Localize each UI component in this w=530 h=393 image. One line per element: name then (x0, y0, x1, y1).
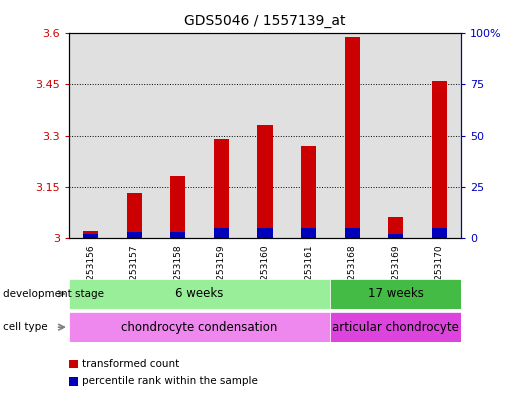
Bar (214, 228, 229, 238)
Text: transformed count: transformed count (82, 358, 179, 369)
Bar (301, 228, 316, 238)
Bar (388, 234, 403, 238)
Bar (69, 279, 330, 309)
Bar (127, 193, 142, 238)
Text: chondrocyte condensation: chondrocyte condensation (121, 321, 278, 334)
Bar (170, 176, 185, 238)
Text: 6 weeks: 6 weeks (175, 287, 224, 300)
Bar (69, 377, 78, 386)
Bar (127, 231, 142, 238)
Text: cell type: cell type (3, 322, 47, 332)
Bar (432, 81, 447, 238)
Bar (344, 37, 360, 238)
Bar (83, 234, 99, 238)
Bar (330, 312, 461, 342)
Bar (388, 217, 403, 238)
Text: percentile rank within the sample: percentile rank within the sample (82, 376, 258, 386)
Text: 17 weeks: 17 weeks (368, 287, 423, 300)
Bar (330, 279, 461, 309)
Bar (258, 125, 272, 238)
Bar (69, 360, 78, 368)
Bar (344, 228, 360, 238)
Bar (301, 146, 316, 238)
Bar (83, 231, 99, 238)
Bar (214, 139, 229, 238)
Text: articular chondrocyte: articular chondrocyte (332, 321, 459, 334)
Bar (432, 228, 447, 238)
Bar (170, 231, 185, 238)
Bar (69, 312, 330, 342)
Bar (258, 228, 272, 238)
Text: development stage: development stage (3, 289, 104, 299)
Text: GDS5046 / 1557139_at: GDS5046 / 1557139_at (184, 14, 346, 28)
